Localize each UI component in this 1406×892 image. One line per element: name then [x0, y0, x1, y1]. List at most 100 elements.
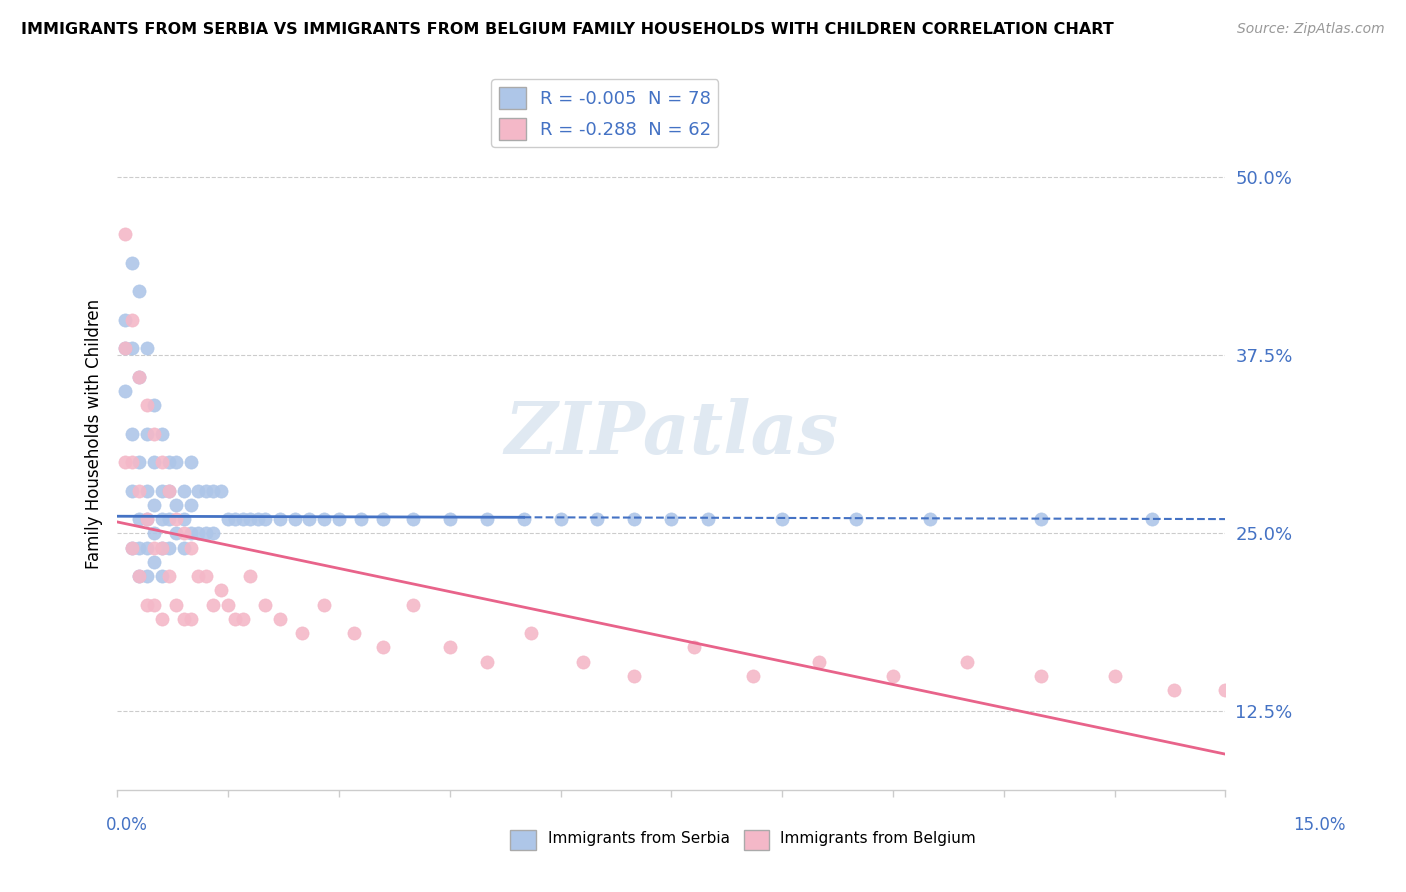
Point — [173, 483, 195, 498]
Point — [512, 512, 534, 526]
Point — [1310, 698, 1333, 712]
Point — [845, 512, 868, 526]
Point — [298, 512, 321, 526]
Point — [808, 655, 831, 669]
Point — [121, 541, 143, 555]
Point — [135, 569, 157, 583]
Point — [343, 626, 366, 640]
Point — [194, 569, 217, 583]
Point — [143, 555, 166, 569]
Point — [1104, 669, 1126, 683]
Point — [114, 384, 136, 398]
Point — [232, 612, 254, 626]
Point — [1303, 683, 1326, 698]
Point — [173, 512, 195, 526]
Point — [121, 426, 143, 441]
Point — [209, 483, 232, 498]
Point — [283, 512, 305, 526]
Point — [121, 541, 143, 555]
Point — [246, 512, 269, 526]
Point — [128, 284, 150, 298]
Point — [114, 312, 136, 326]
Point — [328, 512, 350, 526]
Point — [165, 455, 187, 469]
Point — [128, 569, 150, 583]
Point — [121, 341, 143, 355]
Text: 0.0%: 0.0% — [105, 816, 148, 834]
Point — [682, 640, 704, 655]
Point — [373, 640, 395, 655]
Point — [1163, 683, 1185, 698]
Point — [128, 483, 150, 498]
Point — [143, 541, 166, 555]
Point — [194, 526, 217, 541]
Point — [586, 512, 609, 526]
Point — [1029, 669, 1052, 683]
Point — [224, 612, 246, 626]
Text: Source: ZipAtlas.com: Source: ZipAtlas.com — [1237, 22, 1385, 37]
Point — [143, 398, 166, 412]
Point — [571, 655, 593, 669]
Point — [187, 483, 209, 498]
Point — [187, 526, 209, 541]
Point — [135, 398, 157, 412]
Point — [143, 526, 166, 541]
Point — [475, 512, 498, 526]
Point — [150, 426, 173, 441]
Point — [157, 569, 180, 583]
Point — [1274, 683, 1296, 698]
Point — [180, 455, 202, 469]
Point — [165, 526, 187, 541]
Point — [202, 598, 225, 612]
Point — [135, 512, 157, 526]
Point — [157, 512, 180, 526]
Point — [173, 612, 195, 626]
Point — [232, 512, 254, 526]
Point — [187, 569, 209, 583]
Point — [150, 541, 173, 555]
Point — [150, 612, 173, 626]
Text: Immigrants from Serbia: Immigrants from Serbia — [548, 831, 730, 846]
Point — [173, 526, 195, 541]
Point — [180, 541, 202, 555]
Point — [350, 512, 373, 526]
Point — [741, 669, 763, 683]
Point — [439, 512, 461, 526]
Point — [135, 483, 157, 498]
Point — [180, 498, 202, 512]
Point — [239, 512, 262, 526]
Point — [121, 483, 143, 498]
Point — [128, 541, 150, 555]
Text: IMMIGRANTS FROM SERBIA VS IMMIGRANTS FROM BELGIUM FAMILY HOUSEHOLDS WITH CHILDRE: IMMIGRANTS FROM SERBIA VS IMMIGRANTS FRO… — [21, 22, 1114, 37]
Point — [114, 455, 136, 469]
Point — [128, 369, 150, 384]
Point — [194, 483, 217, 498]
Point — [135, 512, 157, 526]
Point — [150, 569, 173, 583]
Point — [173, 541, 195, 555]
Point — [1251, 683, 1274, 698]
Point — [180, 612, 202, 626]
Point — [165, 512, 187, 526]
Point — [623, 512, 645, 526]
Point — [143, 426, 166, 441]
Point — [439, 640, 461, 655]
Point — [128, 512, 150, 526]
Point — [128, 369, 150, 384]
Point — [882, 669, 904, 683]
Point — [1288, 683, 1310, 698]
Text: Immigrants from Belgium: Immigrants from Belgium — [780, 831, 976, 846]
Point — [269, 612, 291, 626]
Text: 15.0%: 15.0% — [1294, 816, 1346, 834]
Point — [659, 512, 682, 526]
Point — [291, 626, 314, 640]
Point — [135, 341, 157, 355]
Point — [143, 598, 166, 612]
Text: ZIPatlas: ZIPatlas — [505, 398, 838, 469]
Point — [402, 598, 425, 612]
Point — [312, 598, 335, 612]
Point — [1215, 683, 1237, 698]
Point — [143, 455, 166, 469]
Point — [165, 598, 187, 612]
Point — [114, 227, 136, 242]
